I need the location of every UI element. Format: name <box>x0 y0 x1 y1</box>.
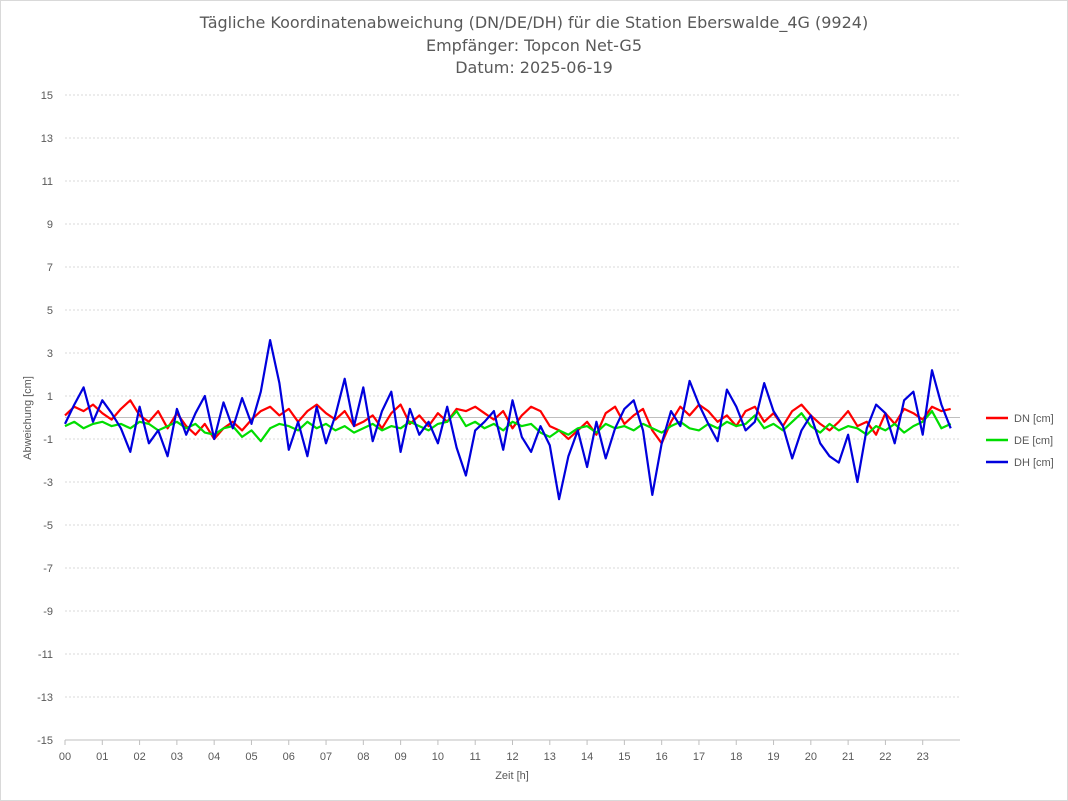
x-axis-title: Zeit [h] <box>495 770 529 782</box>
x-tick-label: 15 <box>618 751 630 763</box>
x-tick-label: 00 <box>59 751 71 763</box>
x-tick-label: 09 <box>395 751 407 763</box>
title-line-2: Empfänger: Topcon Net-G5 <box>426 36 642 55</box>
y-tick-label: -7 <box>43 563 53 575</box>
y-tick-label: -3 <box>43 477 53 489</box>
x-tick-label: 12 <box>506 751 518 763</box>
y-tick-label: 3 <box>47 348 53 360</box>
legend: DN [cm] DE [cm] DH [cm] <box>986 413 1054 469</box>
x-tick-label: 17 <box>693 751 705 763</box>
y-tick-label: -1 <box>43 434 53 446</box>
x-tick-label: 13 <box>544 751 556 763</box>
y-tick-label: 13 <box>41 133 53 145</box>
chart-title: Tägliche Koordinatenabweichung (DN/DE/DH… <box>199 13 868 77</box>
y-axis-ticks: 15 13 11 9 7 5 3 1 -1 -3 -5 -7 -9 -11 -13 -15 <box>37 90 53 747</box>
x-tick-label: 16 <box>656 751 668 763</box>
x-axis-ticks: 00 01 02 03 04 05 06 07 08 09 10 11 12 13 14 15 16 17 18 19… <box>59 740 929 763</box>
x-tick-label: 20 <box>805 751 817 763</box>
legend-label: DE [cm] <box>1014 435 1053 447</box>
x-tick-label: 01 <box>96 751 108 763</box>
x-tick-label: 04 <box>208 751 220 763</box>
y-axis-title: Abweichung [cm] <box>22 376 34 460</box>
y-tick-label: 15 <box>41 90 53 102</box>
x-tick-label: 02 <box>133 751 145 763</box>
series-line-2 <box>64 339 952 501</box>
x-tick-label: 08 <box>357 751 369 763</box>
x-tick-label: 05 <box>245 751 257 763</box>
y-tick-label: 5 <box>47 305 53 317</box>
x-tick-label: 21 <box>842 751 854 763</box>
x-tick-label: 23 <box>917 751 929 763</box>
legend-label: DN [cm] <box>1014 413 1054 425</box>
y-tick-label: -5 <box>43 520 53 532</box>
y-tick-label: -13 <box>37 692 53 704</box>
legend-label: DH [cm] <box>1014 457 1054 469</box>
y-tick-label: -11 <box>38 649 53 661</box>
title-line-3: Datum: 2025-06-19 <box>455 58 613 77</box>
series-lines <box>64 339 952 501</box>
x-tick-label: 11 <box>469 751 480 763</box>
y-tick-label: 11 <box>42 176 53 188</box>
x-tick-label: 10 <box>432 751 444 763</box>
x-tick-label: 03 <box>171 751 183 763</box>
x-tick-label: 18 <box>730 751 742 763</box>
x-tick-label: 06 <box>283 751 295 763</box>
gridlines <box>65 94 960 741</box>
y-tick-label: 7 <box>47 262 53 274</box>
y-tick-label: -9 <box>43 606 53 618</box>
y-tick-label: 9 <box>47 219 53 231</box>
x-tick-label: 22 <box>879 751 891 763</box>
title-line-1: Tägliche Koordinatenabweichung (DN/DE/DH… <box>199 13 868 33</box>
y-tick-label: 1 <box>47 391 53 403</box>
y-tick-label: -15 <box>37 735 53 747</box>
x-tick-label: 19 <box>767 751 779 763</box>
x-tick-label: 14 <box>581 751 593 763</box>
x-tick-label: 07 <box>320 751 332 763</box>
